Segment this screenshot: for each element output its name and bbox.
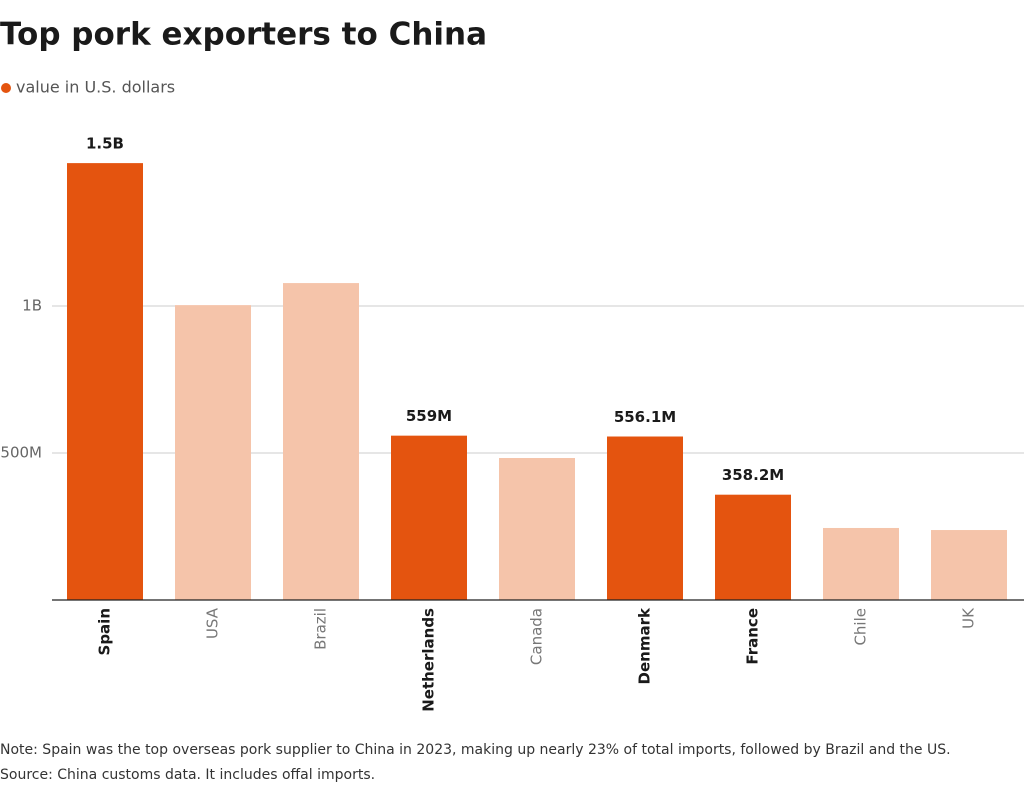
bar	[391, 435, 467, 600]
note: Note: Spain was the top overseas pork su…	[0, 742, 951, 758]
y-tick-label: 500M	[0, 444, 42, 462]
x-tick-label: Netherlands	[420, 608, 438, 712]
bar	[283, 283, 359, 600]
chart-title: Top pork exporters to China	[0, 17, 487, 53]
value-label: 358.2M	[722, 466, 784, 484]
source: Source: China customs data. It includes …	[0, 767, 375, 783]
x-tick-label: UK	[960, 607, 978, 629]
value-label: 559M	[406, 407, 452, 425]
legend-label: value in U.S. dollars	[16, 78, 175, 97]
bar	[823, 527, 899, 600]
x-tick-label: USA	[204, 607, 222, 639]
x-tick-label: France	[744, 608, 762, 665]
bar	[175, 305, 251, 600]
x-tick-label: Spain	[96, 608, 114, 655]
bar	[499, 457, 575, 600]
x-tick-label: Chile	[852, 608, 870, 646]
value-label: 556.1M	[614, 408, 676, 426]
bar	[67, 163, 143, 600]
x-tick-label: Canada	[528, 608, 546, 665]
legend-marker	[1, 83, 11, 93]
value-label: 1.5B	[86, 135, 124, 153]
x-tick-label: Brazil	[312, 608, 330, 650]
x-tick-label: Denmark	[636, 607, 654, 684]
bar	[931, 530, 1007, 600]
y-tick-label: 1B	[22, 297, 42, 315]
bar	[607, 436, 683, 600]
bar	[715, 494, 791, 600]
